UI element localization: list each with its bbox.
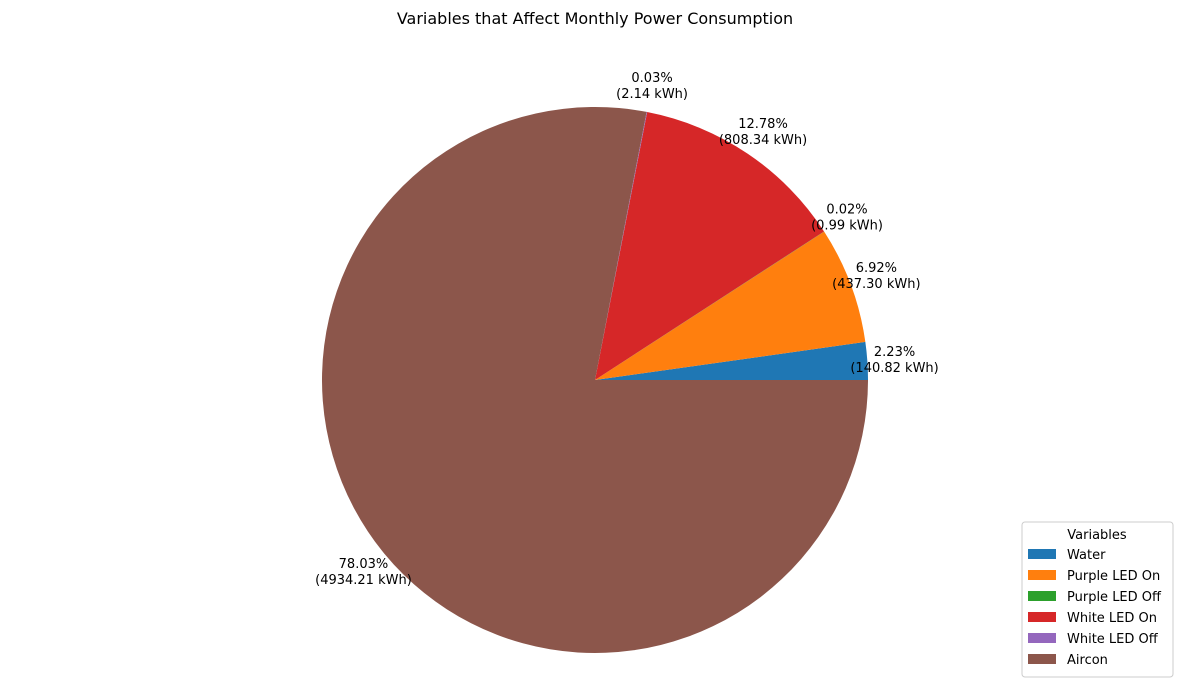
legend-label-water: Water <box>1067 548 1106 563</box>
pie-slice-water <box>595 341 868 380</box>
slice-label-water: 2.23% (140.82 kWh) <box>850 345 938 376</box>
pie-slices <box>322 107 868 653</box>
legend-label-purple-led-on: Purple LED On <box>1067 569 1160 584</box>
legend-swatch-water <box>1028 549 1056 559</box>
pie-slice-aircon <box>322 107 868 653</box>
legend-swatch-white-led-on <box>1028 612 1056 622</box>
legend-label-purple-led-off: Purple LED Off <box>1067 590 1162 605</box>
slice-label-purple-led-on: 6.92% (437.30 kWh) <box>832 261 920 292</box>
legend: Variables Water Purple LED On Purple LED O… <box>1021 521 1174 678</box>
legend-label-white-led-off: White LED Off <box>1067 632 1159 647</box>
legend-swatch-aircon <box>1028 654 1056 664</box>
slice-label-white-led-on: 12.78% (808.34 kWh) <box>719 117 807 148</box>
slice-label-white-led-off: 0.03% (2.14 kWh) <box>616 71 688 102</box>
slice-labels: 2.23% (140.82 kWh) 6.92% (437.30 kWh) 0.02%(… <box>315 71 939 588</box>
legend-label-aircon: Aircon <box>1067 653 1108 668</box>
pie-slice-purple-led-off <box>595 231 825 380</box>
pie-slice-white-led-off <box>595 111 648 380</box>
legend-items: Water Purple LED On Purple LED Off White LE… <box>1028 548 1162 668</box>
pie-slice-purple-led-on <box>595 231 866 380</box>
legend-swatch-white-led-off <box>1028 633 1056 643</box>
pie-slice-white-led-on <box>595 112 825 380</box>
slice-label-aircon: 78.03% (4934.21 kWh) <box>315 557 412 588</box>
legend-swatch-purple-led-on <box>1028 570 1056 580</box>
legend-swatch-purple-led-off <box>1028 591 1056 601</box>
legend-label-white-led-on: White LED On <box>1067 611 1157 626</box>
chart-title: Variables that Affect Monthly Power Cons… <box>397 9 793 28</box>
legend-box <box>1021 521 1174 678</box>
slice-label-purple-led-off: 0.02% (0.99 kWh) <box>811 203 883 234</box>
legend-title: Variables <box>1067 528 1127 543</box>
